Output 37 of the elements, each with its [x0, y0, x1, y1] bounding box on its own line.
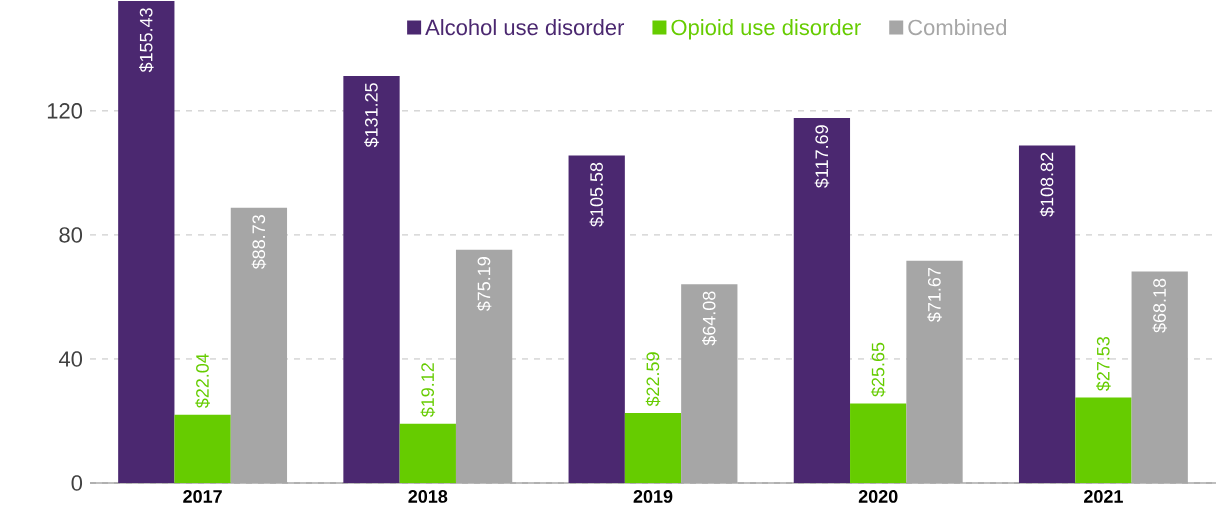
bar	[1075, 397, 1132, 483]
data-label: $108.82	[1039, 152, 1055, 217]
data-label: $131.25	[364, 83, 379, 148]
legend-label: Combined	[908, 19, 1007, 36]
data-label: $71.67	[927, 268, 942, 323]
bar	[850, 403, 907, 483]
data-label: $68.18	[1152, 278, 1167, 333]
x-tick-label: 2019	[633, 490, 673, 503]
data-label: $75.19	[476, 257, 492, 312]
x-tick-label: 2020	[858, 490, 898, 503]
y-tick-label: 80	[59, 227, 83, 243]
bar	[343, 75, 400, 483]
x-tick-label: 2017	[183, 490, 222, 503]
x-tick-label: 2018	[408, 490, 448, 503]
bar	[174, 414, 231, 483]
data-label: $88.73	[251, 215, 267, 270]
data-label: $19.12	[420, 363, 436, 418]
bar	[793, 118, 851, 483]
data-label: $155.43	[139, 8, 154, 73]
x-tick-label: 2021	[1084, 490, 1123, 503]
data-label: $64.08	[702, 291, 717, 346]
data-label: $22.59	[645, 352, 661, 407]
data-label: $25.65	[870, 342, 886, 397]
bar	[118, 1, 175, 483]
data-label: $27.53	[1096, 336, 1111, 392]
bar	[568, 155, 625, 483]
y-tick-label: 120	[47, 103, 83, 119]
bar	[1018, 145, 1076, 483]
y-tick-label: 0	[71, 475, 83, 491]
bar	[399, 423, 456, 483]
legend-label: Alcohol use disorder	[425, 19, 625, 36]
data-label: $117.69	[814, 125, 830, 188]
bar	[624, 412, 682, 483]
y-tick-label: 40	[58, 351, 83, 367]
data-label: $105.58	[589, 162, 604, 227]
legend-label: Opioid use disorder	[671, 19, 861, 40]
data-label: $22.04	[195, 353, 210, 409]
